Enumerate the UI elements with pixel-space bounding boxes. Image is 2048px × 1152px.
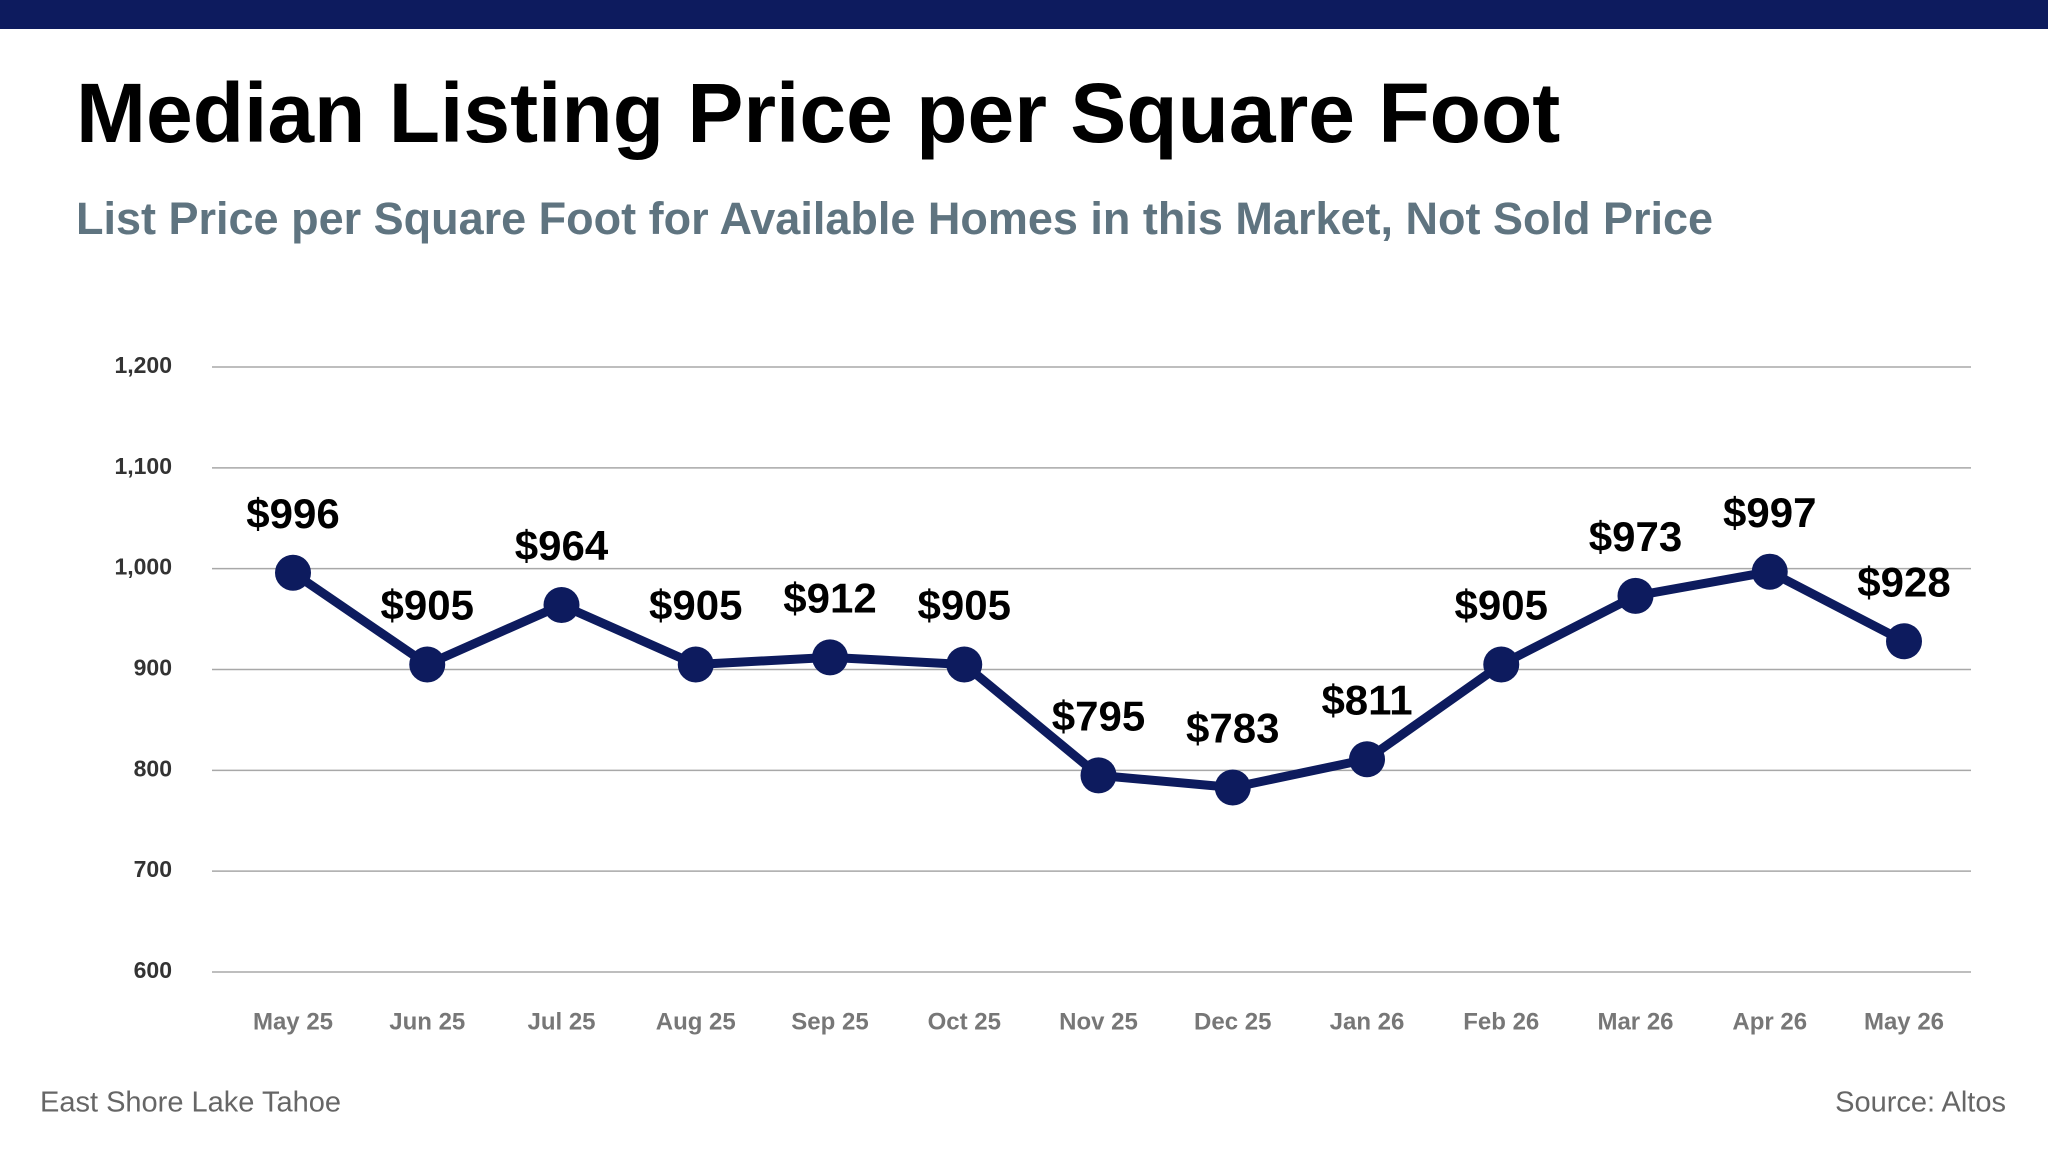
data-label: $783: [1186, 705, 1279, 752]
footer-right: Source: Altos: [1835, 1087, 2006, 1119]
data-label: $905: [1455, 582, 1548, 629]
x-tick-label: Aug 25: [656, 1008, 736, 1035]
data-point: [1886, 623, 1922, 660]
data-point: [812, 639, 848, 676]
y-tick-label: 700: [134, 856, 172, 882]
top-bar: [0, 0, 2048, 29]
x-tick-label: Dec 25: [1194, 1008, 1271, 1035]
data-point: [1349, 741, 1385, 778]
data-line: [290, 567, 1907, 792]
data-label: $795: [1052, 692, 1145, 739]
data-point: [1214, 769, 1251, 806]
x-tick-label: Jan 26: [1330, 1008, 1405, 1035]
data-point: [1751, 553, 1788, 590]
data-point: [946, 646, 983, 683]
data-point: [1080, 757, 1117, 794]
y-tick-label: 800: [134, 755, 172, 781]
data-point: [1617, 577, 1654, 614]
x-tick-label: May 26: [1864, 1008, 1944, 1035]
x-tick-label: Sep 25: [791, 1008, 868, 1035]
data-label: $973: [1589, 513, 1682, 560]
data-point: [543, 586, 580, 623]
chart-subtitle: List Price per Square Foot for Available…: [76, 193, 1713, 244]
data-label: $905: [918, 582, 1011, 629]
footer-left: East Shore Lake Tahoe: [40, 1087, 341, 1119]
x-tick-label: May 25: [253, 1008, 333, 1035]
data-point: [677, 646, 714, 683]
x-tick-label: Oct 25: [928, 1008, 1001, 1035]
x-tick-label: Jul 25: [527, 1008, 595, 1035]
x-tick-label: Jun 25: [389, 1008, 465, 1035]
x-tick-label: Mar 26: [1597, 1008, 1673, 1035]
x-tick-label: Feb 26: [1463, 1008, 1539, 1035]
y-tick-label: 900: [134, 655, 172, 681]
data-label: $997: [1723, 489, 1816, 536]
data-point: [409, 646, 446, 683]
data-label: $905: [649, 582, 742, 629]
data-label: $928: [1857, 558, 1950, 605]
chart-title: Median Listing Price per Square Foot: [76, 66, 1560, 160]
y-tick-label: 600: [134, 957, 172, 983]
data-label: $996: [246, 490, 339, 537]
data-point: [275, 554, 311, 591]
data-label: $964: [515, 522, 609, 569]
x-tick-label: Apr 26: [1732, 1008, 1807, 1035]
y-tick-label: 1,100: [114, 453, 172, 479]
data-label: $905: [381, 582, 474, 629]
data-label: $811: [1321, 676, 1412, 723]
y-tick-label: 1,000: [114, 554, 172, 580]
data-point: [1483, 646, 1520, 683]
y-tick-label: 1,200: [114, 352, 172, 378]
x-tick-label: Nov 25: [1059, 1008, 1138, 1035]
data-label: $912: [783, 574, 876, 621]
